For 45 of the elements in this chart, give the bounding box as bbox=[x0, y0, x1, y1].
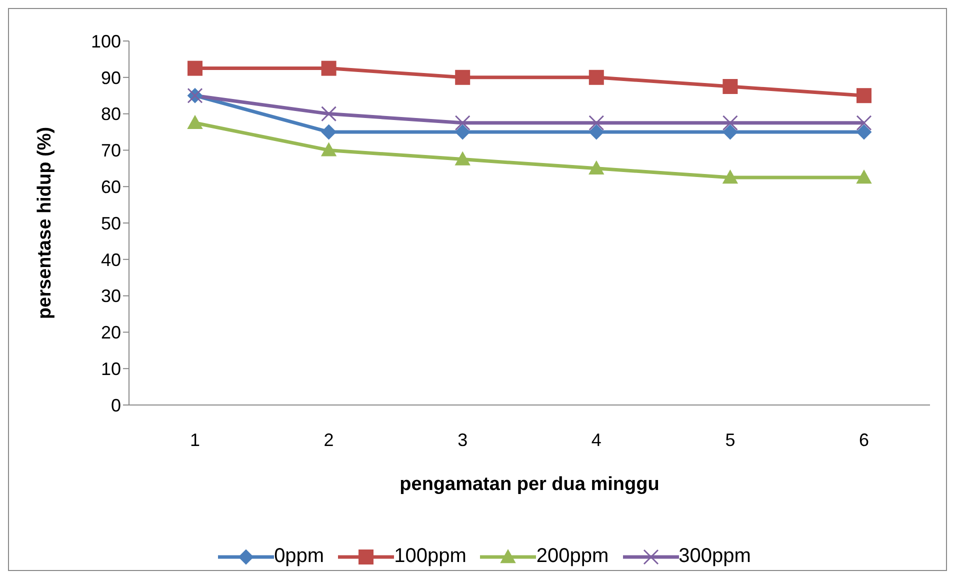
point bbox=[321, 142, 336, 156]
point bbox=[455, 152, 470, 166]
y-tick-label: 100 bbox=[90, 31, 121, 52]
y-tick-label: 40 bbox=[100, 250, 121, 270]
x-tick-label: 1 bbox=[190, 430, 200, 450]
x-tick-label: 2 bbox=[324, 430, 334, 450]
point bbox=[722, 124, 738, 140]
point bbox=[321, 124, 336, 140]
y-tick-label: 20 bbox=[100, 322, 121, 343]
y-tick-label: 90 bbox=[100, 68, 121, 88]
y-tick-label: 50 bbox=[100, 213, 121, 234]
point bbox=[321, 106, 337, 122]
point bbox=[856, 115, 872, 131]
y-tick-label: 60 bbox=[100, 176, 121, 197]
legend-label: 0ppm bbox=[274, 545, 324, 568]
point bbox=[188, 115, 202, 129]
point bbox=[856, 124, 872, 140]
point bbox=[856, 88, 872, 104]
x-axis-title: pengamatan per dua minggu bbox=[400, 474, 660, 495]
point bbox=[455, 70, 470, 85]
point bbox=[455, 124, 470, 140]
point bbox=[722, 115, 738, 131]
point bbox=[321, 60, 336, 76]
x-tick-label: 6 bbox=[858, 430, 870, 450]
point bbox=[188, 60, 202, 76]
point bbox=[588, 70, 604, 85]
point bbox=[722, 170, 738, 184]
point bbox=[722, 79, 738, 94]
y-tick-label: 70 bbox=[100, 140, 121, 161]
point bbox=[588, 115, 604, 131]
legend-label: 300ppm bbox=[678, 545, 751, 568]
y-axis-title: persentase hidup (%) bbox=[34, 126, 56, 320]
y-tick-label: 0 bbox=[110, 395, 121, 416]
y-tick-label: 30 bbox=[100, 286, 121, 306]
point bbox=[588, 160, 604, 174]
legend-label: 200ppm bbox=[536, 545, 609, 568]
x-tick-label: 4 bbox=[591, 430, 602, 450]
x-tick-label: 3 bbox=[458, 430, 468, 450]
point bbox=[454, 115, 470, 131]
point bbox=[588, 124, 604, 140]
y-tick-label: 10 bbox=[100, 358, 121, 379]
point bbox=[856, 170, 872, 184]
x-tick-label: 5 bbox=[725, 430, 736, 450]
y-tick-label: 80 bbox=[100, 104, 121, 124]
legend-label: 100ppm bbox=[394, 545, 466, 568]
